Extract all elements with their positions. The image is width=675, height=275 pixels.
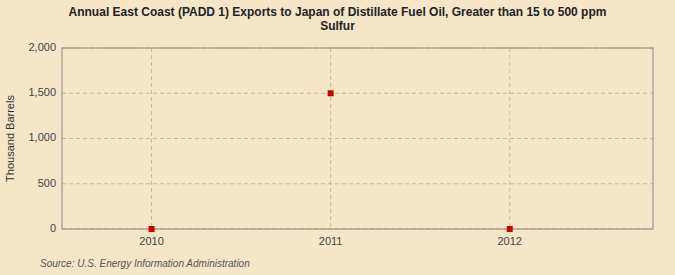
y-tick-label: 0 bbox=[50, 222, 56, 234]
y-tick-label: 1,500 bbox=[28, 86, 56, 98]
background bbox=[0, 0, 675, 275]
x-tick-label: 2010 bbox=[139, 235, 163, 247]
data-point bbox=[507, 226, 513, 232]
y-grid-line bbox=[62, 93, 653, 94]
plot-frame bbox=[62, 48, 653, 229]
x-tick-label: 2011 bbox=[319, 235, 343, 247]
x-grid-line bbox=[330, 48, 331, 229]
data-point bbox=[328, 90, 334, 96]
x-grid-line bbox=[151, 48, 152, 229]
y-tick-label: 1,000 bbox=[28, 131, 56, 143]
chart-container: Annual East Coast (PADD 1) Exports to Ja… bbox=[0, 0, 675, 275]
grid bbox=[62, 48, 653, 229]
chart-svg: Annual East Coast (PADD 1) Exports to Ja… bbox=[0, 0, 675, 275]
x-grid-line bbox=[509, 48, 510, 229]
x-tick-label: 2012 bbox=[497, 235, 521, 247]
y-tick-label: 2,000 bbox=[28, 41, 56, 53]
axes: 0 500 1,000 1,500 2,000 2010 2011 2012 bbox=[28, 41, 653, 247]
data-point bbox=[149, 226, 155, 232]
y-axis-label: Thousand Barrels bbox=[4, 95, 16, 182]
source-note: Source: U.S. Energy Information Administ… bbox=[40, 258, 250, 269]
chart-title: Annual East Coast (PADD 1) Exports to Ja… bbox=[69, 5, 607, 33]
points bbox=[149, 90, 513, 232]
y-tick-label: 500 bbox=[38, 177, 56, 189]
y-grid-line bbox=[62, 183, 653, 184]
y-grid-line bbox=[62, 138, 653, 139]
